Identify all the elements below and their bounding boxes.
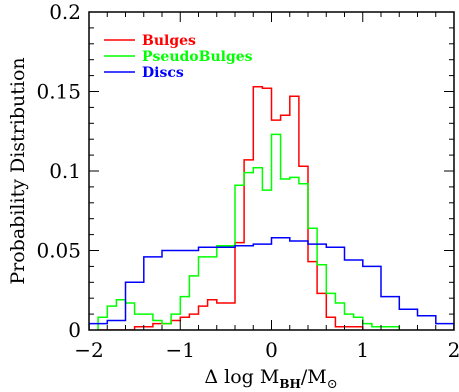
y-tick-label: 0.2 xyxy=(49,0,81,24)
y-tick-label: 0.1 xyxy=(49,159,81,183)
legend-item-pseudobulges: PseudoBulges xyxy=(104,49,253,65)
y-axis-label: Probability Distribution xyxy=(7,57,29,284)
y-tick-label: 0.05 xyxy=(36,239,81,263)
x-axis-label: Δ log MBH/M⊙ xyxy=(204,366,337,392)
series-layer xyxy=(89,85,454,330)
legend-label-pseudobulges: PseudoBulges xyxy=(142,49,253,65)
y-tick-label: 0 xyxy=(68,318,81,342)
y-tick-label: 0.15 xyxy=(36,80,81,104)
x-tick-label: 0 xyxy=(265,338,278,362)
legend: Bulges PseudoBulges Discs xyxy=(104,33,253,81)
legend-item-bulges: Bulges xyxy=(104,33,196,49)
x-axis-label-prefix: Δ log M xyxy=(204,366,279,388)
legend-label-bulges: Bulges xyxy=(142,33,196,49)
x-tick-label: 1 xyxy=(356,338,369,362)
x-tick-label: −1 xyxy=(166,338,195,362)
series-pseudobulges-histogram xyxy=(97,133,401,330)
y-tick-labels: 0 0.05 0.1 0.15 0.2 xyxy=(36,0,81,342)
legend-item-discs: Discs xyxy=(104,65,184,81)
axis-ticks xyxy=(88,11,455,331)
x-tick-label: −2 xyxy=(74,338,103,362)
x-axis-label-slash: /M xyxy=(301,366,327,388)
x-tick-labels: −2 −1 0 1 2 xyxy=(74,338,459,362)
x-axis-label-subscript: BH xyxy=(279,377,300,391)
x-axis-label-subscript-sun: ⊙ xyxy=(327,377,338,392)
series-discs-histogram xyxy=(89,237,454,330)
series-bulges-histogram xyxy=(98,85,364,330)
x-tick-label: 2 xyxy=(448,338,459,362)
legend-label-discs: Discs xyxy=(142,65,184,81)
